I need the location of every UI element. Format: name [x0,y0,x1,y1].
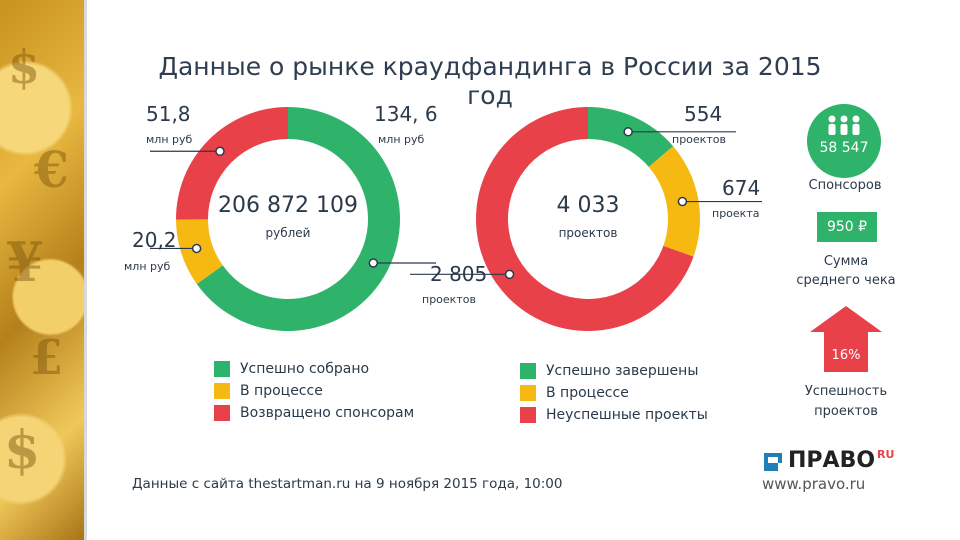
chart2-legend: Успешно завершены В процессе Неуспешные … [520,360,708,426]
chart1-slice-yellow-unit: млн руб [124,260,171,273]
page-title: Данные о рынке краудфандинга в России за… [158,52,822,110]
leader-dot [504,269,515,280]
yen-sign-decoration: ¥ [6,230,44,294]
brand-superscript: RU [877,448,895,461]
leader-dot [677,196,688,207]
legend-label: Успешно завершены [546,363,699,379]
chart1-slice-green-value: 134, 6 [374,102,438,126]
chart2-center-value: 4 033 [556,193,620,218]
chart2-slice-red-unit: проектов [422,293,476,306]
chart1-legend: Успешно собрано В процессе Возвращено сп… [214,358,414,424]
chart2-slice-green-value: 554 [684,102,723,126]
legend-item: Успешно собрано [214,358,414,380]
legend-label: В процессе [546,385,629,401]
donut-chart-projects [410,107,762,331]
euro-sign-decoration: € [34,140,69,199]
chart1-center-value: 206 872 109 [218,193,358,218]
data-source-note: Данные с сайта thestartman.ru на 9 ноябр… [132,476,563,492]
donut-slice-0 [588,107,674,167]
chart1-slice-red-unit: млн руб [146,133,193,146]
legend-label: Неуспешные проекты [546,407,708,423]
people-icon [828,115,860,135]
leader-dot [368,258,379,268]
donut-slice-2 [176,107,288,220]
brand-logo-row: ПРАВО RU [762,448,894,473]
legend-item: Успешно завершены [520,360,708,382]
donut-slice-0 [196,107,400,331]
brand-name: ПРАВО [788,448,876,473]
brand-url[interactable]: www.pravo.ru [762,475,866,493]
legend-item: В процессе [214,380,414,402]
chart2-slice-green-unit: проектов [672,133,726,146]
chart1-slice-yellow-value: 20,2 [132,228,177,252]
pravo-logo-icon [764,453,782,471]
dollar-sign-decoration: $ [4,420,41,481]
legend-swatch-green [520,363,536,379]
donut-chart-funds [150,107,436,331]
leader-dot [215,146,225,157]
leader-dot [623,127,633,137]
strip-divider [84,0,87,540]
legend-label: Возвращено спонсорам [240,405,415,421]
avg-check-label-line1: Сумма [823,254,869,269]
chart1-center-unit: рублей [265,226,311,240]
chart1-slice-red-value: 51,8 [146,102,191,126]
legend-item: Возвращено спонсорам [214,402,414,424]
legend-item: Неуспешные проекты [520,404,708,426]
avg-check-box: 950 ₽ [817,212,877,242]
donut-slice-1 [648,146,700,257]
chart2-slice-red-value: 2 805 [430,262,488,286]
legend-item: В процессе [520,382,708,404]
pound-sign-decoration: £ [30,330,64,386]
legend-swatch-red [520,407,536,423]
sponsors-badge: 58 547 [807,104,881,178]
sponsors-count: 58 547 [819,140,869,156]
success-label-line2: проектов [814,404,878,419]
chart2-slice-yellow-unit: проекта [712,207,760,220]
leader-dot [191,243,202,254]
success-rate-value: 16% [831,348,861,363]
success-arrow-icon [810,306,882,372]
chart2-center-unit: проектов [558,226,618,240]
legend-label: Успешно собрано [240,361,370,377]
legend-swatch-green [214,361,230,377]
chart2-slice-yellow-value: 674 [722,176,761,200]
legend-label: В процессе [240,383,323,399]
dollar-sign-decoration: $ [8,40,41,94]
gold-currency-background: $ € ¥ £ $ [0,0,84,540]
sponsors-label: Спонсоров [808,178,882,193]
legend-swatch-yellow [520,385,536,401]
chart1-slice-green-unit: млн руб [378,133,425,146]
legend-swatch-yellow [214,383,230,399]
brand-block: ПРАВО RU www.pravo.ru [762,448,894,493]
donut-slice-2 [476,107,694,331]
avg-check-label-line2: среднего чека [796,273,896,288]
success-label-line1: Успешность [804,384,888,399]
legend-swatch-red [214,405,230,421]
